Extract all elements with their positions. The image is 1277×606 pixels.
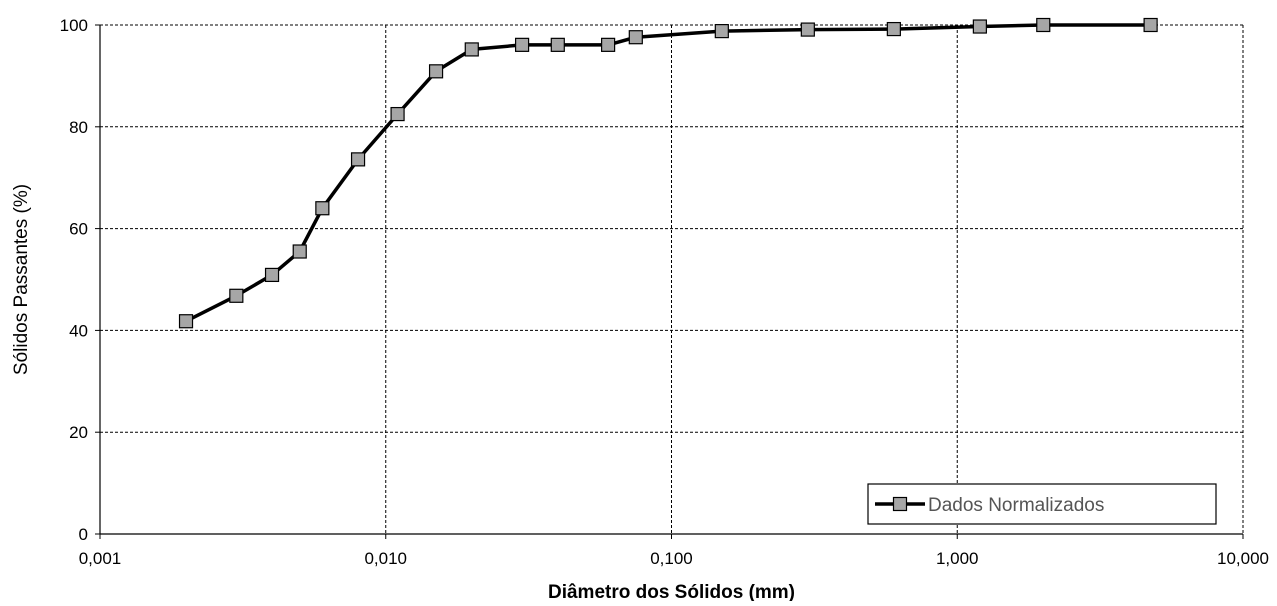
data-point <box>229 288 244 303</box>
x-tick-label: 10,000 <box>1217 549 1269 568</box>
tick-labels: 0 20 40 60 80 100 0,001 0,010 0,100 1,000 10,000 <box>60 16 1269 568</box>
data-point <box>886 21 901 37</box>
x-tick-label: 0,001 <box>79 549 122 568</box>
data-point <box>800 22 815 37</box>
y-tick-label: 80 <box>69 118 88 137</box>
data-point <box>550 37 565 52</box>
y-tick-label: 100 <box>60 16 88 35</box>
data-point <box>514 37 530 52</box>
data-point <box>292 244 307 259</box>
plot-area <box>95 24 1244 539</box>
legend-box <box>867 483 1217 525</box>
data-point <box>628 30 643 45</box>
y-tick-label: 20 <box>69 423 88 442</box>
data-point <box>315 201 330 216</box>
legend: Dados Normalizados <box>867 483 1217 525</box>
data-point <box>264 267 280 283</box>
y-tick-label: 0 <box>79 525 88 544</box>
x-tick-label: 0,010 <box>364 549 407 568</box>
legend-marker-square <box>892 496 908 512</box>
x-tick-label: 0,100 <box>650 549 693 568</box>
legend-entry-label: Dados Normalizados <box>928 495 1104 516</box>
y-tick-label: 40 <box>69 321 88 340</box>
data-point <box>178 314 194 329</box>
data-point <box>601 37 616 52</box>
y-axis-title: Sólidos Passantes (%) <box>11 184 32 375</box>
data-point <box>428 64 444 79</box>
data-point <box>464 42 479 57</box>
data-point <box>390 106 405 122</box>
grid-lines <box>100 24 1244 534</box>
data-point <box>972 19 987 34</box>
data-point <box>350 152 366 167</box>
data-point <box>1143 17 1158 33</box>
data-point <box>714 24 729 39</box>
y-tick-label: 60 <box>69 220 88 239</box>
data-point <box>1036 17 1051 33</box>
series-line <box>185 23 1151 323</box>
series-layer <box>178 17 1158 329</box>
x-axis-title: Diâmetro dos Sólidos (mm) <box>548 582 795 601</box>
x-tick-label: 1,000 <box>936 549 979 568</box>
